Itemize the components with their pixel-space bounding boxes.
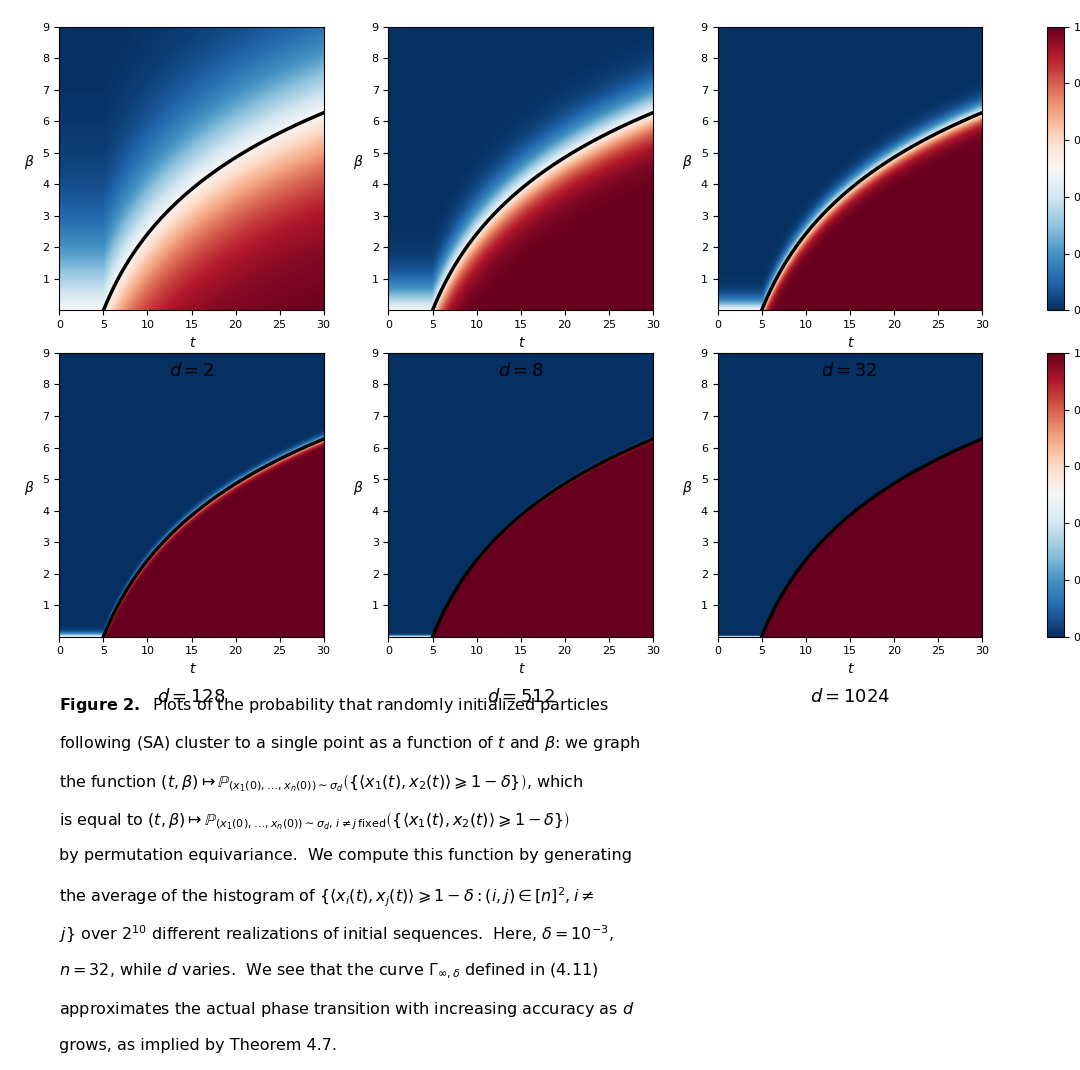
Text: $j\}$ over $2^{10}$ different realizations of initial sequences.  Here, $\delta : $j\}$ over $2^{10}$ different realizatio… (59, 924, 615, 945)
X-axis label: t: t (518, 336, 524, 350)
Text: $d = 128$: $d = 128$ (158, 688, 226, 706)
Text: $d = 8$: $d = 8$ (498, 362, 543, 380)
Text: following (SA) cluster to a single point as a function of $t$ and $\beta$: we gr: following (SA) cluster to a single point… (59, 734, 640, 753)
Y-axis label: β: β (683, 154, 691, 169)
Y-axis label: β: β (683, 480, 691, 494)
Text: the function $(t, \beta) \mapsto \mathbb{P}_{(x_1(0),\ldots,x_n(0))\sim\sigma_d}: the function $(t, \beta) \mapsto \mathbb… (59, 773, 584, 794)
Text: grows, as implied by Theorem 4.7.: grows, as implied by Theorem 4.7. (59, 1038, 337, 1053)
Text: $\mathbf{Figure\ 2.}$  Plots of the probability that randomly initialized partic: $\mathbf{Figure\ 2.}$ Plots of the proba… (59, 697, 610, 715)
Text: $d = 32$: $d = 32$ (821, 362, 878, 380)
Text: $d = 2$: $d = 2$ (168, 362, 214, 380)
Text: $d = 1024$: $d = 1024$ (810, 688, 890, 706)
X-axis label: t: t (518, 662, 524, 676)
Text: the average of the histogram of $\{\langle x_i(t), x_j(t)\rangle \geqslant 1-\de: the average of the histogram of $\{\lang… (59, 886, 595, 910)
Text: is equal to $(t, \beta) \mapsto \mathbb{P}_{(x_1(0),\ldots,x_n(0))\sim\sigma_d,\: is equal to $(t, \beta) \mapsto \mathbb{… (59, 810, 570, 831)
Y-axis label: β: β (353, 480, 362, 494)
X-axis label: t: t (189, 336, 194, 350)
Y-axis label: β: β (24, 480, 33, 494)
Text: $d = 512$: $d = 512$ (486, 688, 555, 706)
Y-axis label: β: β (353, 154, 362, 169)
X-axis label: t: t (189, 662, 194, 676)
X-axis label: t: t (847, 336, 852, 350)
X-axis label: t: t (847, 662, 852, 676)
Text: approximates the actual phase transition with increasing accuracy as $d$: approximates the actual phase transition… (59, 1000, 635, 1019)
Text: $n = 32$, while $d$ varies.  We see that the curve $\Gamma_{\infty,\delta}$ defi: $n = 32$, while $d$ varies. We see that … (59, 962, 598, 981)
Y-axis label: β: β (24, 154, 33, 169)
Text: by permutation equivariance.  We compute this function by generating: by permutation equivariance. We compute … (59, 849, 633, 863)
